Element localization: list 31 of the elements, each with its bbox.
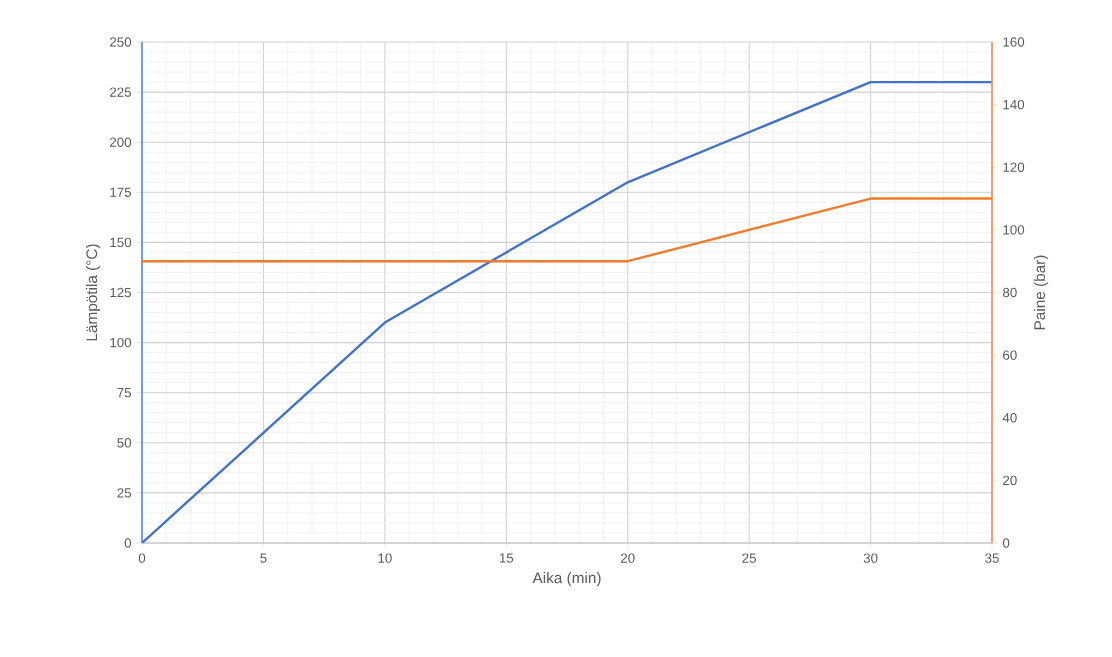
y2-tick-label: 160 [1003,37,1025,47]
y2-tick-label: 60 [1003,350,1017,360]
x-tick-label: 30 [863,553,878,563]
y2-tick-label: 120 [1003,162,1025,172]
x-tick-label: 10 [378,553,392,563]
y-tick-label: 225 [110,87,132,97]
y-tick-label: 200 [110,137,132,147]
x-tick-label: 15 [499,553,514,563]
y2-tick-label: 140 [1003,99,1025,110]
y2-axis-title: Paine (bar) [1033,255,1049,330]
y2-tick-label: 20 [1003,475,1017,486]
y-tick-label: 50 [117,438,132,448]
y-tick-label: 100 [110,337,132,348]
y2-tick-label: 40 [1002,413,1017,423]
y2-tick-label: 80 [1003,287,1017,298]
x-tick-label: 5 [260,553,267,563]
x-tick-label: 0 [138,553,146,563]
x-axis-title: Aika (min) [532,572,601,587]
y2-tick-label: 100 [1003,225,1025,235]
y-tick-label: 175 [110,187,132,197]
y-tick-label: 150 [110,237,132,248]
x-tick-label: 25 [742,553,757,563]
y2-tick-label: 0 [1002,538,1010,548]
x-tick-label: 35 [985,553,999,563]
y-tick-label: 25 [117,488,132,498]
y-tick-label: 125 [110,287,132,298]
y-tick-label: 75 [117,388,132,398]
y-axis-title: Lämpötila (°C) [85,244,101,341]
y-tick-label: 250 [110,37,132,47]
x-tick-label: 20 [620,553,635,563]
y-tick-label: 0 [124,538,132,548]
